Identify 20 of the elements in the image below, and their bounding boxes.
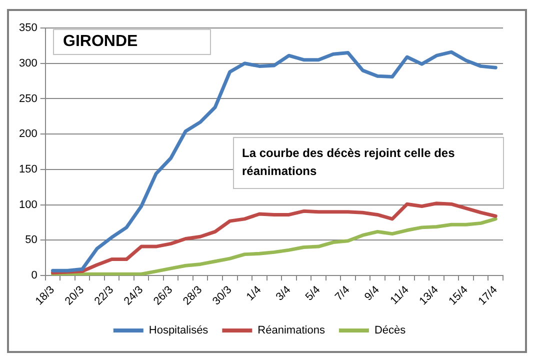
- x-tick-label: 9/4: [362, 284, 382, 304]
- y-tick-label: 50: [25, 234, 38, 246]
- x-tick-label: 30/3: [210, 284, 234, 308]
- x-tick-label: 1/4: [244, 284, 264, 304]
- x-tick-label: 5/4: [303, 284, 323, 304]
- title-box: GIRONDE: [53, 29, 211, 55]
- legend-label: Hospitalisés: [148, 324, 209, 337]
- y-tick-label: 250: [18, 92, 38, 105]
- y-tick-label: 100: [18, 198, 38, 211]
- y-tick-label: 0: [31, 270, 38, 282]
- y-tick-label: 350: [18, 22, 38, 34]
- legend-label: Réanimations: [258, 324, 326, 337]
- y-tick-label: 300: [18, 57, 38, 70]
- y-tick-label: 150: [18, 163, 38, 176]
- note-box: La courbe des décès rejoint celle des réanimations: [233, 137, 504, 189]
- x-tick-label: 11/4: [388, 284, 412, 308]
- y-tick-label: 200: [18, 128, 38, 140]
- x-tick-label: 7/4: [332, 284, 352, 304]
- x-tick-label: 3/4: [274, 284, 294, 304]
- legend-label: Décès: [374, 324, 406, 337]
